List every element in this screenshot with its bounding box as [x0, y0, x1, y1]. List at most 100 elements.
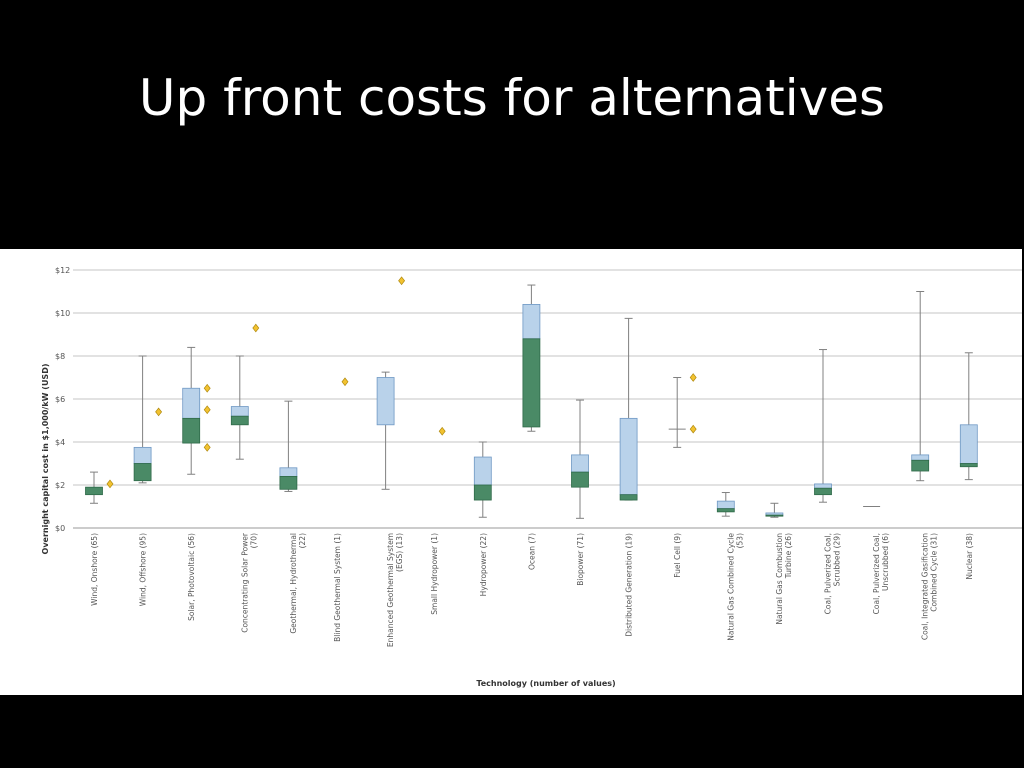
box-group	[814, 349, 832, 503]
box-lower	[571, 471, 589, 488]
box-lower	[619, 494, 638, 501]
y-tick-label: $12	[55, 266, 70, 275]
x-tick-label-line: Fuel Cell (9)	[673, 533, 682, 578]
box-group	[668, 373, 697, 448]
box-lower	[133, 463, 152, 482]
box-upper	[571, 454, 589, 473]
x-tick-label-line: Biopower (71)	[576, 533, 585, 586]
outlier-marker	[341, 377, 349, 387]
y-tick-label: $10	[55, 309, 70, 318]
outlier-marker	[203, 383, 211, 393]
y-tick-label: $6	[55, 395, 65, 404]
y-tick-label: $2	[55, 481, 65, 490]
x-tick-label-line: Blind Geothermal System (1)	[333, 533, 342, 642]
outlier-marker	[203, 405, 211, 415]
box-lower	[522, 338, 541, 428]
box-lower	[230, 415, 249, 426]
box-group	[438, 426, 446, 436]
box-upper	[522, 304, 541, 340]
x-tick-label: Biopower (71)	[576, 533, 585, 586]
x-tick-label-line: Scrubbed (29)	[833, 533, 842, 586]
x-tick-label-line: Enhanced Geothermal System	[386, 533, 395, 647]
box-group	[473, 441, 492, 518]
x-tick-label: Natural Gas CombustionTurbine (26)	[775, 533, 793, 625]
box-group	[341, 377, 349, 387]
box-upper	[376, 377, 395, 426]
box-upper	[230, 406, 249, 417]
chart-panel: $0 $2 $4 $6 $8 $10 $12 Overnight capital cost i…	[0, 249, 1022, 695]
x-tick-label-line: Natural Gas Combustion	[775, 533, 784, 625]
box-lower	[716, 508, 735, 513]
box-group	[571, 399, 589, 519]
x-tick-label: Distributed Generation (19)	[625, 533, 634, 637]
box-lower	[814, 487, 832, 496]
box-group	[133, 355, 163, 484]
box-group	[716, 492, 735, 517]
x-tick-label-line: Nuclear (38)	[965, 533, 974, 580]
box-upper	[911, 454, 930, 461]
x-tick-label-line: Geothermal, Hydrothermal	[289, 533, 298, 634]
outlier-marker	[689, 424, 697, 434]
x-tick-label-line: Concentrating Solar Power	[240, 532, 249, 633]
x-tick-label-line: Solar, Photovoltaic (56)	[187, 533, 196, 621]
box-group	[182, 346, 211, 475]
x-tick-label-line: Small Hydropower (1)	[430, 533, 439, 615]
x-tick-label-line: (EGS) (13)	[395, 533, 404, 572]
x-tick-label: Blind Geothermal System (1)	[333, 533, 342, 642]
box-lower	[182, 417, 201, 444]
box-group	[376, 276, 406, 490]
y-tick-label: $0	[55, 524, 65, 533]
x-tick-label-line: Distributed Generation (19)	[625, 533, 634, 637]
outlier-marker	[252, 323, 260, 333]
x-tick-label-line: Turbine (26)	[784, 533, 793, 579]
x-tick-label: Natural Gas Combined Cycle(53)	[726, 533, 744, 641]
x-tick-label-line: Coal, Pulverized Coal,	[824, 533, 833, 614]
outlier-marker	[438, 426, 446, 436]
box-upper	[716, 500, 735, 510]
box-lower	[279, 475, 298, 490]
x-tick-label: Fuel Cell (9)	[673, 533, 682, 578]
box-upper	[133, 446, 152, 464]
x-tick-label: Wind, Onshore (65)	[90, 533, 99, 606]
box-lower	[85, 486, 103, 496]
outlier-marker	[398, 276, 406, 286]
box-group	[619, 317, 638, 501]
x-tick-label: Coal, Integrated GasificationCombined Cy…	[921, 533, 939, 640]
x-tick-label-line: Natural Gas Combined Cycle	[726, 533, 735, 641]
y-tick-label: $4	[55, 438, 65, 447]
box-upper	[619, 417, 638, 496]
x-tick-label-line: Hydropower (22)	[479, 533, 488, 596]
x-tick-label: Solar, Photovoltaic (56)	[187, 533, 196, 621]
x-tick-label-line: (53)	[735, 533, 744, 548]
outlier-marker	[106, 479, 114, 489]
box-group	[230, 323, 260, 460]
x-tick-label-line: Wind, Onshore (65)	[90, 533, 99, 606]
box-lower	[765, 514, 784, 517]
x-tick-label-line: Coal, Pulverized Coal,	[872, 533, 881, 614]
x-tick-label: Concentrating Solar Power(70)	[240, 532, 258, 633]
outlier-marker	[203, 443, 211, 452]
x-tick-label: Small Hydropower (1)	[430, 533, 439, 615]
x-tick-label-line: (70)	[249, 533, 258, 548]
x-tick-label: Ocean (7)	[527, 533, 536, 570]
box-group	[911, 291, 930, 482]
x-tick-label: Coal, Pulverized Coal,Unscrubbed (6)	[872, 533, 890, 614]
x-tick-label: Coal, Pulverized Coal,Scrubbed (29)	[824, 533, 842, 614]
box-group	[85, 471, 114, 504]
slide-title: Up front costs for alternatives	[138, 69, 886, 127]
box-lower	[473, 484, 492, 501]
x-tick-label-line: Wind, Offshore (95)	[139, 533, 148, 606]
box-group	[522, 284, 541, 432]
box-group	[765, 502, 784, 518]
x-tick-label: Enhanced Geothermal System(EGS) (13)	[386, 533, 404, 647]
box-upper	[279, 467, 298, 477]
x-tick-label: Geothermal, Hydrothermal(22)	[289, 533, 307, 634]
outlier-marker	[689, 373, 697, 382]
box-lower	[959, 463, 978, 468]
box-upper	[959, 424, 978, 464]
y-tick-label: $8	[55, 352, 65, 361]
box-lower	[911, 459, 930, 472]
outlier-marker	[155, 407, 163, 417]
box-upper	[182, 387, 201, 419]
box-group	[279, 400, 298, 492]
